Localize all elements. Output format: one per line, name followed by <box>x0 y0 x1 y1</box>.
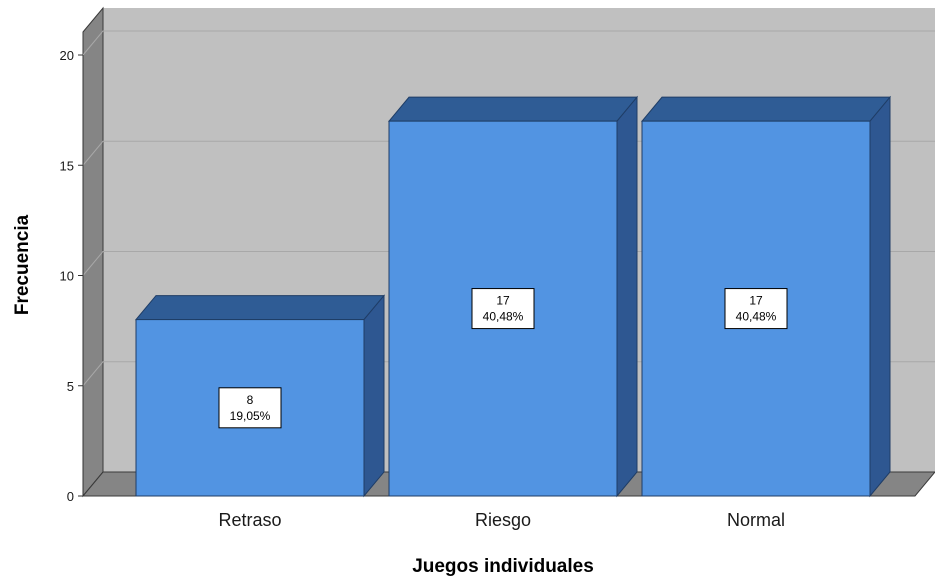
data-label-percent: 19,05% <box>230 409 271 423</box>
x-tick-label: Normal <box>727 510 785 530</box>
x-tick-label: Retraso <box>218 510 281 530</box>
bar-retraso: 8 19,05% <box>134 294 386 498</box>
gridline <box>82 30 935 56</box>
y-axis-title: Frecuencia <box>12 214 33 315</box>
y-tick-label: 5 <box>67 379 74 394</box>
data-label-count: 17 <box>496 294 510 308</box>
bar-top <box>640 96 892 122</box>
bars: 8 19,05% 17 40,48% 17 40,48% <box>134 95 892 498</box>
bar-side <box>616 95 638 498</box>
data-label-box <box>218 387 282 429</box>
data-label-percent: 40,48% <box>736 310 777 324</box>
bar-side <box>869 95 891 498</box>
data-label-percent: 40,48% <box>483 310 524 324</box>
y-axis: 0 5 10 15 20 <box>60 48 84 504</box>
data-label-count: 17 <box>749 294 763 308</box>
x-tick-label: Riesgo <box>475 510 531 530</box>
bar-side <box>363 294 385 498</box>
data-label-box <box>724 288 788 330</box>
side-wall <box>82 6 104 498</box>
bar-riesgo: 17 40,48% <box>387 95 639 498</box>
bar-top <box>134 295 386 321</box>
data-label-box <box>471 288 535 330</box>
bar-top <box>387 96 639 122</box>
y-tick-label: 15 <box>60 158 74 173</box>
x-axis: Retraso Riesgo Normal <box>218 510 785 530</box>
data-label-count: 8 <box>247 393 254 407</box>
x-axis-title: Juegos individuales <box>412 556 594 577</box>
y-tick-label: 20 <box>60 48 74 63</box>
y-tick-label: 10 <box>60 269 74 284</box>
y-tick-label: 0 <box>67 489 74 504</box>
bar-normal: 17 40,48% <box>640 95 892 498</box>
